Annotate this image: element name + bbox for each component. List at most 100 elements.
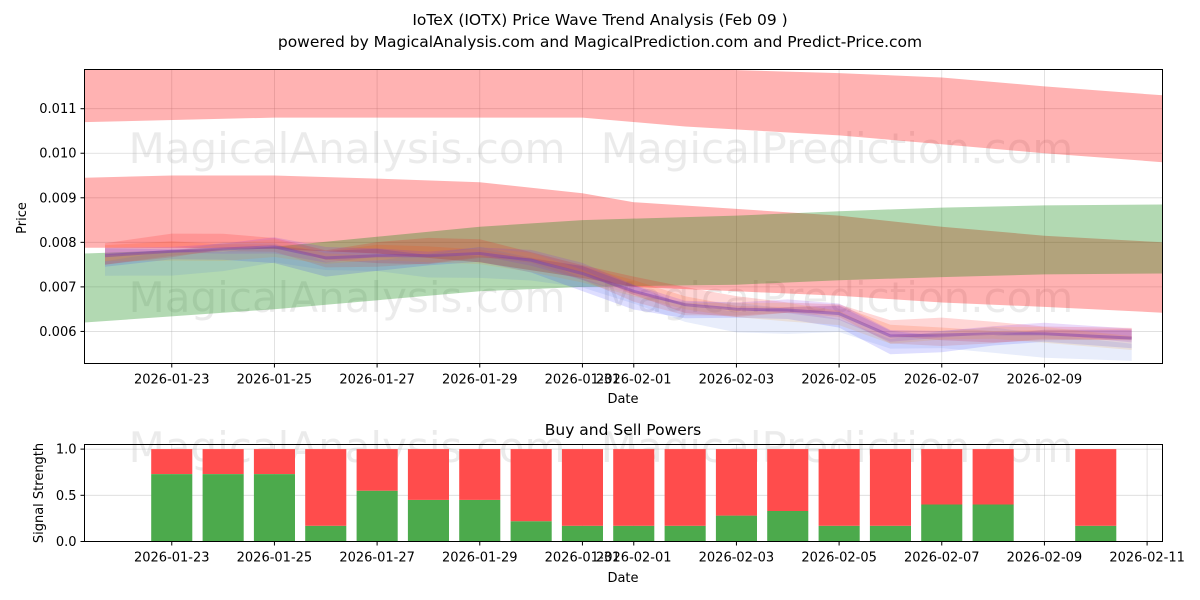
price-wave-band: [105, 233, 1132, 343]
signal-plot-frame: [84, 444, 1163, 542]
buy-power-bar: [869, 525, 911, 542]
buy-power-bar: [972, 504, 1014, 542]
signal-x-tick-label: 2026-01-27: [339, 551, 415, 566]
sell-power-bar: [151, 449, 193, 474]
sell-power-bar: [818, 449, 860, 526]
signal-y-tick-label: 0.0: [56, 535, 77, 550]
sell-power-bar: [459, 449, 501, 500]
chart-subtitle: powered by MagicalAnalysis.com and Magic…: [278, 33, 922, 51]
buy-power-bar: [510, 521, 552, 542]
price-wave-band: [105, 242, 1132, 361]
signal-x-tick-label: 2026-01-25: [237, 551, 313, 566]
buy-power-bar: [715, 515, 757, 542]
signal-y-axis-label: Signal Strength: [32, 443, 47, 543]
forecast-bands: [84, 69, 1163, 323]
sell-power-bar: [921, 449, 963, 505]
sell-power-bar: [767, 449, 809, 511]
price-x-tick-label: 2026-02-05: [801, 373, 877, 388]
signal-y-tick-label: 1.0: [56, 443, 77, 458]
sell-power-bar: [407, 449, 449, 500]
buy-power-bar: [613, 525, 655, 542]
price-x-tick-label: 2026-01-25: [237, 373, 313, 388]
sell-power-bar: [972, 449, 1014, 505]
middle-red-band: [84, 175, 1163, 313]
signal-panel-title: Buy and Sell Powers: [545, 421, 702, 439]
sell-power-bar: [715, 449, 757, 516]
sell-power-bar: [356, 449, 398, 491]
sell-power-bar: [510, 449, 552, 522]
price-y-tick-label: 0.011: [39, 102, 76, 117]
price-plot-frame: [84, 69, 1163, 364]
signal-x-tick-label: 2026-02-09: [1007, 551, 1083, 566]
price-wave-band: [105, 237, 1132, 343]
price-y-axis: 0.006 0.007 0.008 0.009 0.010 0.011: [39, 102, 85, 340]
signal-x-tick-label: 2026-02-05: [801, 551, 877, 566]
signal-y-axis: 0.0 0.5 1.0: [56, 443, 85, 550]
green-band: [84, 204, 1163, 323]
buy-power-bar: [561, 525, 603, 542]
price-y-tick-label: 0.007: [39, 280, 76, 295]
buy-power-bar: [921, 504, 963, 542]
price-panel: MagicalAnalysis.com MagicalPrediction.co…: [15, 69, 1163, 407]
price-x-tick-label: 2026-01-23: [134, 373, 210, 388]
sell-power-bar: [869, 449, 911, 526]
buy-power-bar: [1075, 525, 1117, 542]
chart-title: IoTeX (IOTX) Price Wave Trend Analysis (…: [412, 11, 787, 29]
buy-power-bar: [767, 511, 809, 542]
signal-x-tick-label: 2026-02-07: [904, 551, 980, 566]
price-x-axis: 2026-01-23 2026-01-25 2026-01-27 2026-01-29…: [134, 363, 1083, 388]
signal-y-tick-label: 0.5: [56, 489, 77, 504]
price-y-tick-label: 0.006: [39, 325, 76, 340]
signal-x-tick-label: 2026-01-29: [442, 551, 518, 566]
sell-power-bar: [305, 449, 347, 526]
buy-power-bar: [253, 474, 295, 542]
price-x-axis-label: Date: [607, 392, 638, 407]
watermark-prediction-lower: MagicalPrediction.com: [601, 273, 1074, 322]
buy-power-bar: [459, 499, 501, 542]
buy-power-bar: [305, 525, 347, 542]
price-wave-band: [105, 239, 1132, 350]
sell-power-bar: [202, 449, 244, 474]
price-waves: [104, 233, 1132, 361]
price-x-tick-label: 2026-02-01: [596, 373, 672, 388]
signal-panel: Buy and Sell Powers MagicalAnalysis.com …: [32, 421, 1185, 586]
signal-bars: [151, 449, 1117, 542]
buy-power-bar: [356, 490, 398, 542]
price-panel-watermarks: MagicalAnalysis.com MagicalPrediction.co…: [129, 124, 1074, 322]
signal-x-tick-label: 2026-01-31: [545, 551, 621, 566]
signal-x-tick-label: 2026-02-03: [699, 551, 775, 566]
price-wave-center: [104, 245, 1132, 340]
price-x-tick-label: 2026-02-09: [1007, 373, 1083, 388]
sell-power-bar: [1075, 449, 1117, 526]
watermark-analysis-lower: MagicalAnalysis.com: [129, 273, 566, 322]
watermark-prediction-upper: MagicalPrediction.com: [601, 124, 1074, 173]
price-x-tick-label: 2026-01-29: [442, 373, 518, 388]
buy-power-bar: [818, 525, 860, 542]
price-y-tick-label: 0.008: [39, 236, 76, 251]
price-y-tick-label: 0.009: [39, 191, 76, 206]
buy-power-bar: [407, 499, 449, 542]
price-wave-band: [105, 241, 1132, 346]
buy-power-bar: [202, 474, 244, 542]
price-x-tick-label: 2026-01-27: [339, 373, 415, 388]
upper-red-band: [84, 69, 1163, 163]
buy-power-bar: [664, 525, 706, 542]
sell-power-bar: [613, 449, 655, 526]
watermark-analysis-upper: MagicalAnalysis.com: [129, 124, 566, 173]
price-y-tick-label: 0.010: [39, 147, 76, 162]
signal-x-tick-label: 2026-02-11: [1109, 551, 1185, 566]
signal-x-axis: 2026-01-23 2026-01-25 2026-01-27 2026-01-29…: [134, 541, 1185, 566]
price-x-tick-label: 2026-02-07: [904, 373, 980, 388]
signal-x-tick-label: 2026-01-23: [134, 551, 210, 566]
price-x-tick-label: 2026-02-03: [699, 373, 775, 388]
price-y-axis-label: Price: [15, 202, 30, 234]
sell-power-bar: [253, 449, 295, 474]
buy-power-bar: [151, 474, 193, 542]
signal-x-tick-label: 2026-02-01: [596, 551, 672, 566]
signal-x-axis-label: Date: [607, 571, 638, 586]
sell-power-bar: [664, 449, 706, 526]
price-grid: [84, 69, 1163, 364]
sell-power-bar: [561, 449, 603, 526]
price-wave-band: [105, 246, 1132, 355]
